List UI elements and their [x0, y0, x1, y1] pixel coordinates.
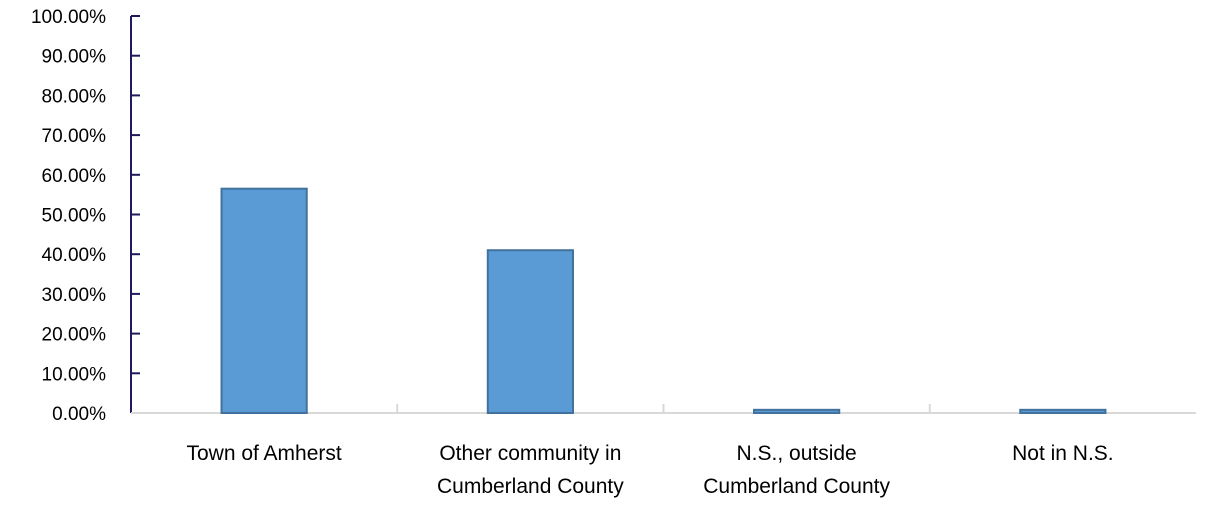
- y-tick-label: 30.00%: [42, 285, 107, 306]
- y-tick-label: 90.00%: [42, 47, 107, 68]
- bar: [753, 408, 841, 415]
- y-tick-label: 100.00%: [31, 7, 106, 28]
- bars: [220, 187, 1107, 415]
- y-tick-label: 40.00%: [42, 245, 107, 266]
- bar: [486, 249, 574, 414]
- y-tick-label: 10.00%: [42, 364, 107, 385]
- x-category-label: Other community in: [439, 442, 621, 465]
- bar: [220, 187, 308, 414]
- y-tick-label: 70.00%: [42, 126, 107, 147]
- x-category-label: Cumberland County: [437, 475, 624, 498]
- x-axis: Town of Amherst Other community in Cumberl…: [131, 404, 1196, 498]
- y-tick-label: 0.00%: [52, 404, 106, 425]
- x-category-label: N.S., outside: [737, 442, 857, 465]
- y-tick-label: 80.00%: [42, 86, 107, 107]
- x-category-label: Not in N.S.: [1012, 442, 1114, 465]
- y-tick-label: 50.00%: [42, 206, 107, 227]
- x-category-label: Town of Amherst: [187, 442, 342, 465]
- bar: [1019, 408, 1107, 415]
- y-tick-label: 60.00%: [42, 166, 107, 187]
- x-category-label: Cumberland County: [703, 475, 890, 498]
- y-tick-label: 20.00%: [42, 325, 107, 346]
- y-axis: 0.00% 10.00% 20.00% 30.00% 40.00% 50.00% 60.00…: [31, 7, 140, 425]
